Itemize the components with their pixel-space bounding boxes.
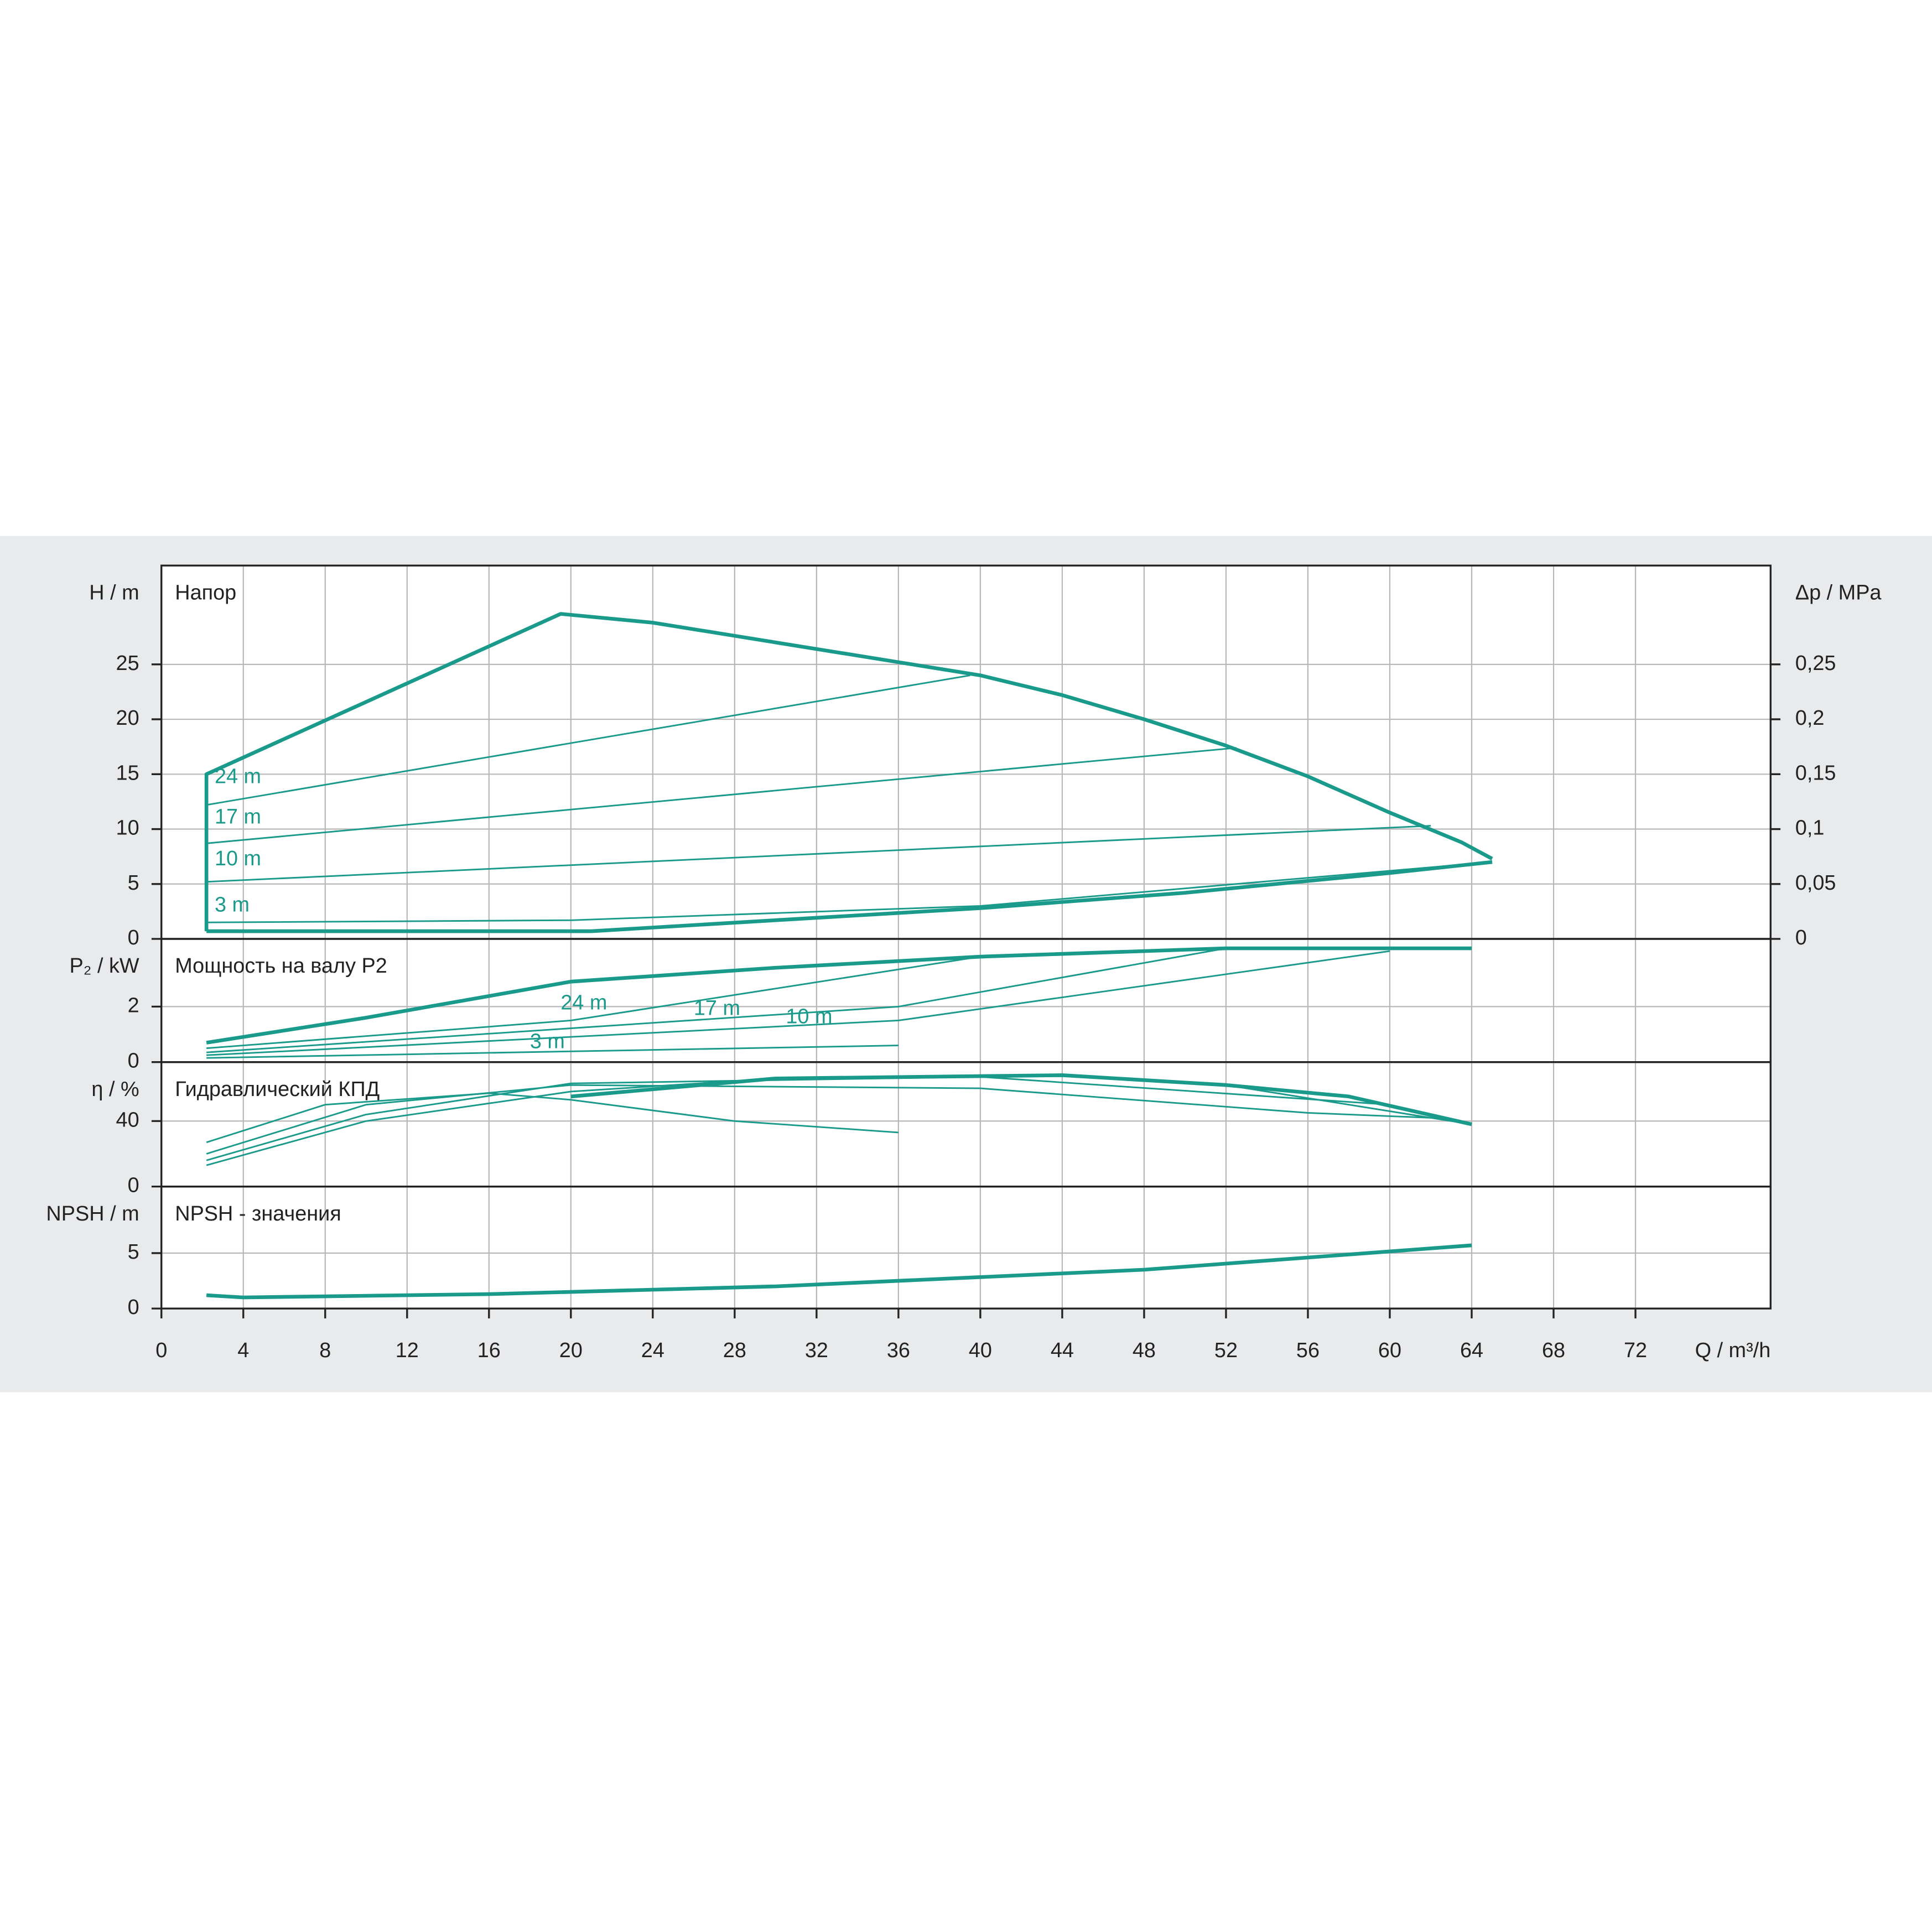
panel-title: Напор (175, 581, 236, 604)
y-tick-label: 0 (128, 926, 139, 949)
x-tick-label: 56 (1296, 1339, 1320, 1362)
curve (206, 1243, 1472, 1300)
x-tick-label: 40 (969, 1339, 992, 1362)
curve-label: 10 m (215, 847, 261, 870)
x-tick-label: 20 (559, 1339, 583, 1362)
curve-label: 24 m (560, 991, 607, 1014)
curve (204, 612, 1493, 932)
y-tick-label: 2 (128, 994, 139, 1017)
x-tick-label: 0 (155, 1339, 167, 1362)
y2-axis-label: Δp / MPa (1795, 581, 1882, 604)
y2-tick-label: 0,15 (1795, 761, 1836, 785)
y2-tick-label: 0,25 (1795, 652, 1836, 675)
panel-title: Мощность на валу P2 (175, 954, 387, 978)
y-tick-label: 0 (128, 1174, 139, 1197)
y-tick-label: 0 (128, 1296, 139, 1319)
y2-tick-label: 0,1 (1795, 817, 1825, 840)
curve (206, 1092, 899, 1144)
x-tick-label: 24 (641, 1339, 664, 1362)
curve-label: 3 m (530, 1030, 565, 1053)
curve (206, 950, 1390, 1056)
x-tick-label: 36 (887, 1339, 910, 1362)
y-axis-label: NPSH / m (46, 1202, 139, 1225)
x-tick-label: 16 (477, 1339, 501, 1362)
y-tick-label: 40 (116, 1108, 139, 1131)
y-tick-label: 0 (128, 1050, 139, 1073)
plot-area (161, 565, 1771, 1309)
curve (206, 1076, 1390, 1161)
curve-label: 24 m (215, 765, 261, 788)
curve (206, 1045, 899, 1059)
curve (206, 1074, 1472, 1166)
x-tick-label: 32 (805, 1339, 828, 1362)
y-tick-label: 10 (116, 817, 139, 840)
x-tick-label: 28 (723, 1339, 746, 1362)
curve (206, 1084, 1431, 1155)
x-tick-label: 68 (1542, 1339, 1565, 1362)
y-tick-label: 5 (128, 1240, 139, 1264)
curve-label: 3 m (215, 893, 250, 916)
x-tick-label: 4 (237, 1339, 249, 1362)
y-axis-label: P₂ / kW (70, 954, 139, 978)
curve-label: 17 m (215, 806, 261, 829)
curve (206, 747, 1237, 844)
y-tick-label: 20 (116, 707, 139, 730)
x-tick-label: 52 (1214, 1339, 1238, 1362)
curve (206, 955, 981, 1050)
curve (206, 674, 970, 806)
panel-frame (160, 1185, 1772, 1310)
x-axis-label: Q / m³/h (1695, 1339, 1771, 1362)
y-tick-label: 15 (116, 761, 139, 785)
y2-tick-label: 0,2 (1795, 707, 1825, 730)
y-tick-label: 5 (128, 871, 139, 895)
curve (206, 825, 1431, 883)
x-tick-label: 44 (1051, 1339, 1074, 1362)
x-tick-label: 64 (1460, 1339, 1483, 1362)
panel-title: Гидравлический КПД (175, 1078, 380, 1101)
y-axis-label: η / % (91, 1078, 139, 1101)
x-tick-label: 12 (396, 1339, 419, 1362)
curve-label: 17 m (694, 996, 740, 1020)
curve (206, 861, 1493, 923)
x-tick-label: 72 (1624, 1339, 1647, 1362)
y-axis-label: H / m (89, 581, 139, 604)
curve (206, 860, 1493, 933)
curve (206, 947, 1227, 1053)
x-tick-label: 60 (1378, 1339, 1401, 1362)
curve-label: 10 m (786, 1005, 832, 1028)
y2-tick-label: 0,05 (1795, 871, 1836, 895)
panel-title: NPSH - значения (175, 1202, 341, 1225)
y-tick-label: 25 (116, 652, 139, 675)
x-tick-label: 8 (319, 1339, 331, 1362)
y2-tick-label: 0 (1795, 926, 1807, 949)
x-tick-label: 48 (1133, 1339, 1156, 1362)
